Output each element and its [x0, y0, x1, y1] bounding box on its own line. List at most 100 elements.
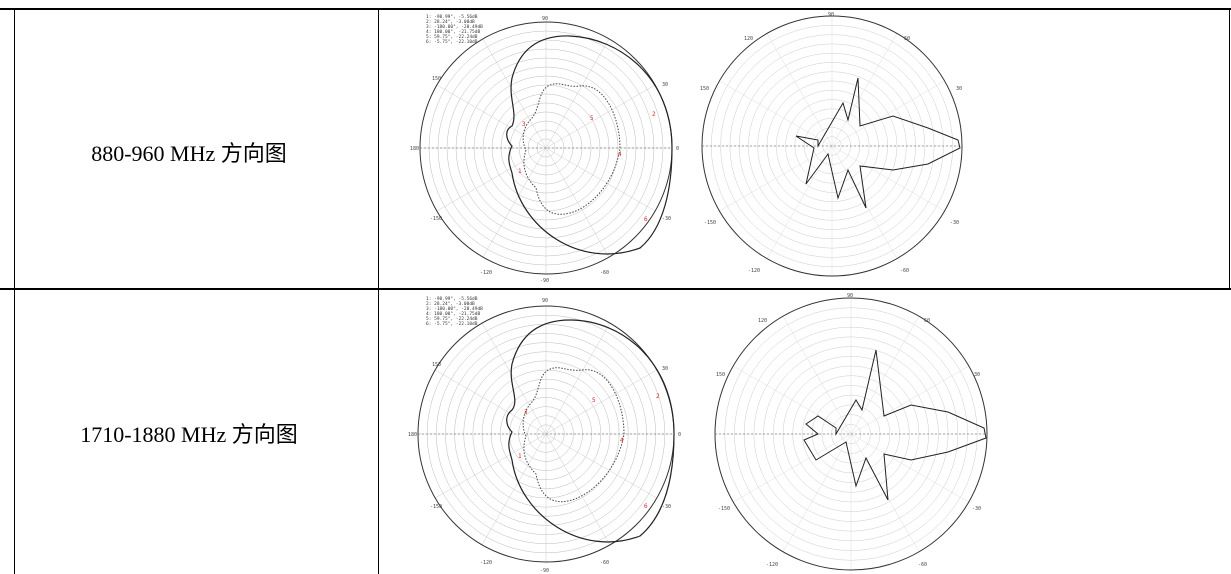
angle-label: -150	[704, 220, 716, 226]
grid-spoke	[482, 38, 547, 149]
row2-label: 1710-1880 MHz 方向图	[80, 422, 298, 447]
angle-labels: 90 180 0 150 30 -150 -30 -120 -60 -90	[408, 298, 681, 574]
grid-spoke	[545, 38, 610, 149]
grid-spoke	[766, 33, 833, 147]
grid-spoke	[545, 433, 657, 499]
angle-label: 90	[542, 298, 548, 304]
row1-right-polar-plot: 90 120 60 150 30 -150 -30 -120 -60	[700, 12, 963, 277]
grid-spoke	[482, 147, 547, 258]
pattern-dotted-curve	[522, 83, 621, 215]
grid-spoke	[545, 369, 657, 435]
marker-3: 3	[524, 409, 528, 416]
angle-labels: 90 120 60 150 30 -150 -30 -120 -60	[716, 293, 981, 568]
marker-5: 5	[592, 397, 596, 404]
marker-line: 4: 180.00°, -21.75dB	[426, 311, 480, 317]
grid-spoke	[719, 80, 833, 147]
angle-label: 30	[956, 86, 962, 92]
grid-spoke	[436, 84, 547, 149]
marker-line: 4: 180.00°, -21.75dB	[426, 29, 480, 35]
angle-label: -120	[748, 268, 760, 274]
pattern-lobes	[803, 349, 987, 501]
marker-line: 5: 59.75°, -22.24dB	[426, 316, 478, 322]
angle-label: 90	[542, 16, 548, 22]
marker-line: 5: 59.75°, -22.24dB	[426, 34, 478, 40]
marker-line: 2: 28.24°, -3.00dB	[426, 301, 475, 307]
grid-spoke	[545, 147, 656, 212]
pattern-solid-curve	[506, 35, 673, 255]
angle-labels: 90 120 60 150 30 -150 -30 -120 -60	[700, 12, 962, 274]
angle-label: 120	[758, 318, 767, 324]
grid-spoke	[766, 145, 833, 259]
row1-left-polar-plot: 1 2 3 4 5 6 1: -98.99°, -5.56dB 2: 28.24…	[410, 14, 679, 284]
grid-spoke	[545, 323, 611, 435]
table-top-border	[0, 8, 1231, 10]
angle-label: 150	[432, 362, 441, 368]
angle-label: -120	[480, 560, 492, 566]
pattern-solid-curve	[506, 319, 675, 543]
angle-label: 150	[432, 76, 441, 82]
pattern-lobes	[795, 77, 961, 209]
marker-5: 5	[590, 115, 594, 122]
angle-label: 180	[410, 146, 419, 152]
grid-spoke	[850, 365, 969, 435]
marker-line: 1: -98.99°, -5.56dB	[426, 296, 478, 302]
table-row-divider	[0, 288, 1231, 290]
angle-label: 60	[924, 318, 930, 324]
row1-label: 880-960 MHz 方向图	[91, 141, 287, 166]
grid-spoke	[436, 147, 547, 212]
pattern-dotted-curve	[522, 367, 625, 503]
angle-label: 150	[716, 372, 725, 378]
grid-spoke	[850, 316, 920, 435]
grid-spoke	[850, 433, 920, 552]
grid-spoke	[782, 316, 852, 435]
marker-2: 2	[656, 393, 660, 400]
marker-set: 1 2 3 4 5 6	[518, 111, 656, 223]
marker-line: 6: -5.75°, -22.10dB	[426, 321, 478, 327]
angle-label: -120	[766, 562, 778, 568]
angle-label: -150	[430, 216, 442, 222]
angle-label: -30	[662, 504, 671, 510]
angle-label: -120	[480, 270, 492, 276]
marker-4: 4	[618, 151, 622, 158]
row2-right-polar-plot: 90 120 60 150 30 -150 -30 -120 -60	[714, 293, 988, 571]
marker-6: 6	[644, 216, 648, 223]
marker-3: 3	[522, 121, 526, 128]
grid-spoke	[545, 433, 611, 545]
marker-line: 2: 28.24°, -3.00dB	[426, 19, 475, 25]
angle-labels: 90 180 0 150 30 -150 -30 -120 -60 -90	[410, 16, 679, 284]
grid-spoke	[719, 145, 833, 212]
angle-label: 0	[676, 146, 679, 152]
angle-label: -60	[600, 560, 609, 566]
marker-set: 1 2 3 4 5 6	[518, 393, 660, 510]
grid-spoke	[831, 33, 898, 147]
angle-label: -60	[918, 562, 927, 568]
angle-label: 30	[662, 82, 668, 88]
grid-spoke	[850, 433, 969, 503]
marker-1: 1	[518, 168, 522, 175]
grid-spoke	[733, 365, 852, 435]
marker-6: 6	[644, 503, 648, 510]
marker-line: 6: -5.75°, -22.10dB	[426, 39, 478, 45]
angle-label: -30	[972, 506, 981, 512]
table-left-border	[14, 8, 15, 574]
grid-spoke	[545, 147, 610, 258]
angle-label: 30	[974, 372, 980, 378]
marker-line: 1: -98.99°, -5.56dB	[426, 14, 478, 20]
grid-spoke	[545, 84, 656, 149]
polar-grid-spokes	[715, 298, 987, 570]
grid-spoke	[435, 433, 547, 499]
grid-spoke	[831, 145, 945, 212]
angle-label: 90	[828, 12, 834, 18]
marker-legend: 1: -98.99°, -5.56dB 2: 28.24°, -3.00dB 3…	[426, 14, 483, 45]
angle-label: -150	[718, 506, 730, 512]
table-right-border	[1229, 8, 1230, 289]
angle-label: 150	[700, 86, 709, 92]
angle-label: -60	[900, 268, 909, 274]
grid-spoke	[831, 145, 898, 259]
angle-label: -60	[600, 270, 609, 276]
angle-label: -30	[662, 216, 671, 222]
grid-spoke	[831, 80, 945, 147]
marker-line: 3: -180.00°, -28.49dB	[426, 306, 483, 312]
table-col-divider	[378, 8, 379, 574]
